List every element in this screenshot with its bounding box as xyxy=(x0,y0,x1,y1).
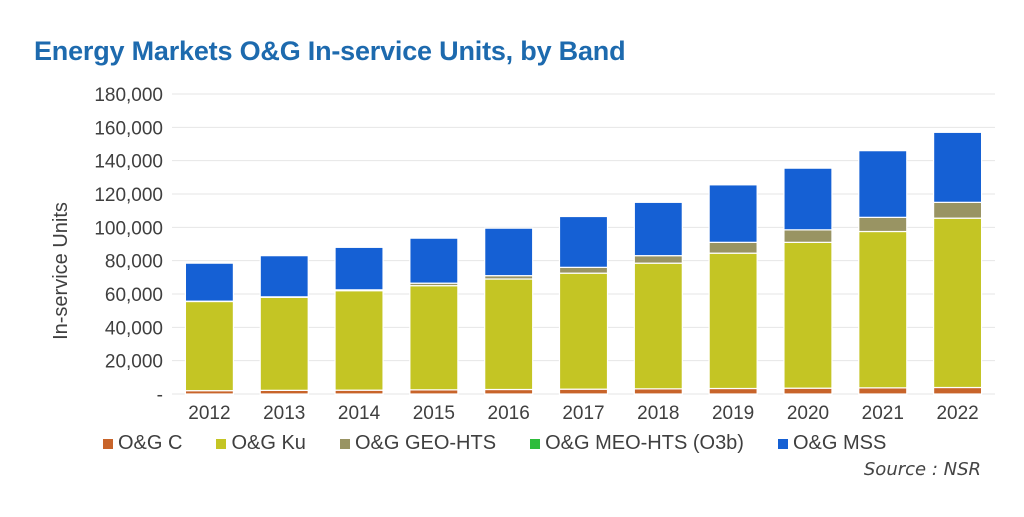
bar-segment-o-g-geo-hts xyxy=(783,229,833,243)
bar-stack-2017 xyxy=(558,215,609,395)
bar-segment-o-g-c xyxy=(558,388,609,395)
x-tick-label: 2016 xyxy=(488,403,530,424)
bar-segment-o-g-c xyxy=(633,388,683,395)
y-tick-label: 100,000 xyxy=(94,218,163,239)
legend-label: O&G GEO-HTS xyxy=(354,432,497,454)
legend-label: O&G Ku xyxy=(231,432,306,454)
y-axis-ticks: - 20,000 40,000 60,000 80,000 100,000 120,000 1… xyxy=(94,85,163,406)
y-tick-label: - xyxy=(157,385,163,406)
bar-segment-o-g-mss xyxy=(409,237,459,284)
legend-item: O&G Ku xyxy=(216,432,306,455)
bar-segment-o-g-mss xyxy=(708,184,758,243)
x-tick-label: 2021 xyxy=(862,403,904,424)
y-tick-label: 20,000 xyxy=(105,352,163,373)
bar-segment-o-g-ku xyxy=(484,278,534,391)
legend-label: O&G MEO-HTS (O3b) xyxy=(545,432,744,454)
bar-stack-2019 xyxy=(708,184,758,395)
bar-segment-o-g-ku xyxy=(633,262,683,390)
x-tick-label: 2014 xyxy=(338,403,381,424)
bar-segment-o-g-mss xyxy=(633,201,683,257)
legend-item: O&G MSS xyxy=(777,432,887,455)
bar-segment-o-g-mss xyxy=(184,262,235,302)
bar-segment-o-g-geo-hts xyxy=(932,201,983,219)
bar-stack-2014 xyxy=(334,246,384,395)
bar-segment-o-g-mss xyxy=(484,227,534,277)
bars xyxy=(184,131,983,395)
legend-item: O&G C xyxy=(103,432,182,455)
bar-segment-o-g-mss xyxy=(858,150,908,218)
bar-segment-o-g-ku xyxy=(783,241,833,389)
bar-stack-2022 xyxy=(932,131,983,395)
bar-segment-o-g-ku xyxy=(334,290,384,391)
bar-segment-o-g-geo-hts xyxy=(858,216,908,233)
bar-stack-2021 xyxy=(858,150,908,395)
legend-swatch xyxy=(777,438,788,449)
x-axis-ticks: 2012 2013 2014 2015 2016 2017 2018 2019 2020 2021… xyxy=(188,403,978,424)
y-axis-label: In-service Units xyxy=(50,202,72,340)
legend-swatch xyxy=(216,438,227,449)
bar-segment-o-g-geo-hts xyxy=(708,241,758,254)
legend-item: O&G GEO-HTS xyxy=(339,432,497,455)
y-tick-label: 160,000 xyxy=(94,118,163,139)
legend-swatch xyxy=(339,438,350,449)
bar-segment-o-g-mss xyxy=(334,246,384,291)
bar-stack-2013 xyxy=(259,255,309,395)
legend-item: O&G MEO-HTS (O3b) xyxy=(530,432,744,455)
bar-segment-o-g-mss xyxy=(558,215,609,268)
bar-segment-o-g-c xyxy=(409,389,459,395)
bar-segment-o-g-c xyxy=(783,387,833,395)
bar-segment-o-g-geo-hts xyxy=(633,255,683,264)
y-tick-label: 40,000 xyxy=(105,318,163,339)
source-note: Source : NSR xyxy=(863,459,981,480)
bar-segment-o-g-mss xyxy=(259,255,309,298)
bar-segment-o-g-mss xyxy=(783,167,833,231)
stacked-bar-chart: - 20,000 40,000 60,000 80,000 100,000 120,000 1… xyxy=(50,85,995,424)
bar-segment-o-g-ku xyxy=(558,272,609,390)
x-tick-label: 2022 xyxy=(936,403,978,424)
legend-swatch xyxy=(530,438,541,449)
bar-stack-2016 xyxy=(484,227,534,395)
bar-segment-o-g-ku xyxy=(932,217,983,389)
y-tick-label: 60,000 xyxy=(105,285,163,306)
legend-label: O&G C xyxy=(118,432,183,454)
y-tick-label: 120,000 xyxy=(94,185,163,206)
bar-stack-2012 xyxy=(184,262,235,395)
y-tick-label: 80,000 xyxy=(105,252,163,273)
bar-segment-o-g-ku xyxy=(708,252,758,390)
x-tick-label: 2013 xyxy=(263,403,305,424)
bar-segment-o-g-c xyxy=(858,387,908,395)
x-tick-label: 2020 xyxy=(787,403,829,424)
bar-segment-o-g-c xyxy=(484,388,534,395)
legend-label: O&G MSS xyxy=(792,432,887,454)
bar-stack-2020 xyxy=(783,167,833,395)
bar-stack-2018 xyxy=(633,201,683,395)
bar-stack-2015 xyxy=(409,237,459,395)
x-tick-label: 2017 xyxy=(562,403,604,424)
bar-segment-o-g-ku xyxy=(409,285,459,391)
bar-segment-o-g-geo-hts xyxy=(558,266,609,274)
x-tick-label: 2015 xyxy=(413,403,455,424)
y-tick-label: 140,000 xyxy=(94,152,163,173)
bar-segment-o-g-mss xyxy=(932,131,983,203)
bar-segment-o-g-ku xyxy=(858,230,908,389)
bar-segment-o-g-c xyxy=(932,386,983,395)
bar-segment-o-g-ku xyxy=(184,300,235,392)
chart-title: Energy Markets O&G In-service Units, by … xyxy=(34,36,626,66)
x-tick-label: 2018 xyxy=(637,403,679,424)
legend: O&G C O&G Ku O&G GEO-HTS O&G MEO-HTS (O3b) O… xyxy=(103,432,920,455)
x-tick-label: 2012 xyxy=(188,403,230,424)
bar-segment-o-g-c xyxy=(708,387,758,395)
x-tick-label: 2019 xyxy=(712,403,754,424)
bar-segment-o-g-ku xyxy=(259,296,309,391)
legend-swatch xyxy=(103,438,113,449)
y-tick-label: 180,000 xyxy=(94,85,163,106)
